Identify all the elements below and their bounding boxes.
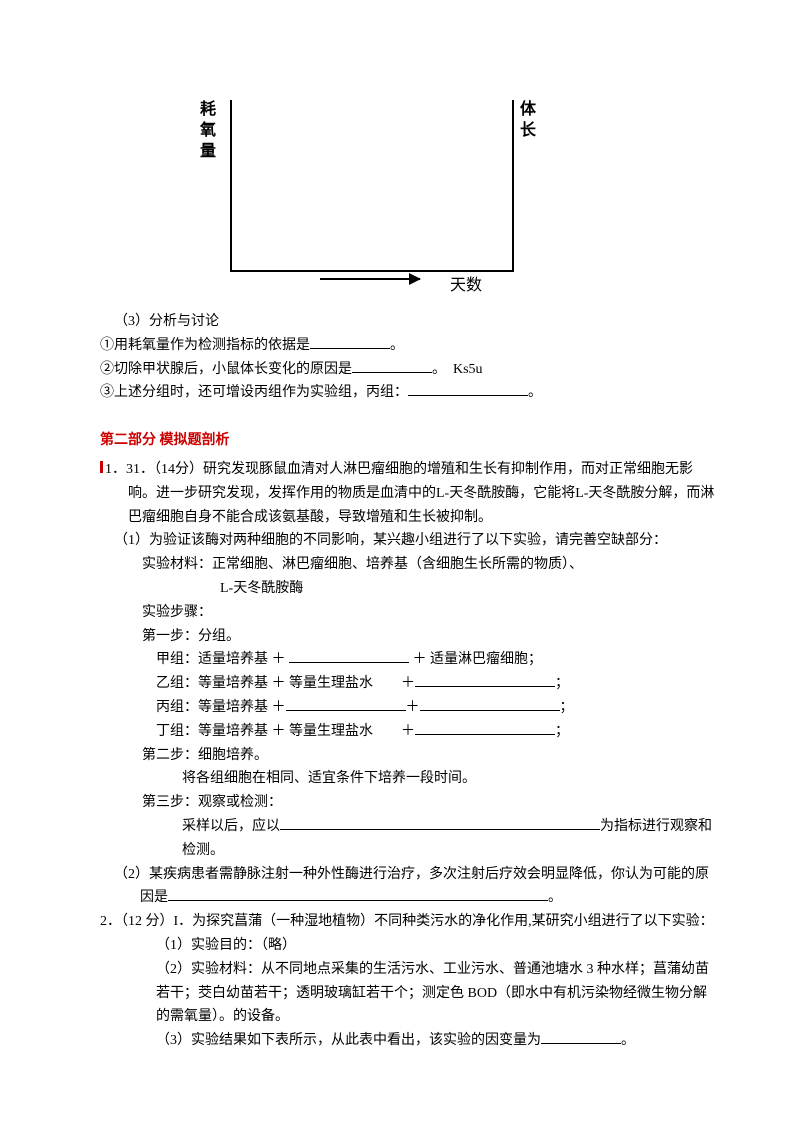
materials-l1: 实验材料：正常细胞、淋巴瘤细胞、培养基（含细胞生长所需的物质）、 <box>100 553 720 577</box>
p3-post: 。 <box>621 1033 635 1048</box>
q3-item3-post: 。 <box>528 385 542 400</box>
materials-l2: L-天冬酰胺酶 <box>100 577 720 601</box>
q3-item3: ③上述分组时，还可增设丙组作为实验组，丙组： 。 <box>100 381 720 405</box>
blank <box>280 815 600 830</box>
blank <box>310 334 390 349</box>
blank <box>408 381 528 396</box>
q3-item1-post: 。 <box>390 338 404 353</box>
blank <box>168 886 548 901</box>
s2-q2: 2．（12 分）I．为探究菖蒲（一种湿地植物）不同种类污水的净化作用,某研究小组… <box>100 910 720 934</box>
y-axis-right-label: 体长 <box>520 100 538 142</box>
group-c: 丙组：等量培养基 ＋ ＋ ； <box>100 696 720 720</box>
blank <box>289 648 409 663</box>
s2-q1-p1: （1）为验证该酶对两种细胞的不同影响，某兴趣小组进行了以下实验，请完善空缺部分： <box>100 529 720 553</box>
step2-body: 将各组细胞在相同、适宜条件下培养一段时间。 <box>100 767 720 791</box>
s2-q1-p2: （2）某疾病患者需静脉注射一种外性酶进行治疗，多次注射后疗效会明显降低，你认为可… <box>100 863 720 911</box>
group-d: 丁组：等量培养基 ＋ 等量生理盐水 ＋ ； <box>100 720 720 744</box>
q3-item1-pre: ①用耗氧量作为检测指标的依据是 <box>100 338 310 353</box>
x-axis-label: 天数 <box>450 272 482 299</box>
chart-empty-axes: 耗氧量 体长 天数 <box>200 100 580 300</box>
blank <box>420 696 560 711</box>
gb-pre: 乙组：等量培养基 ＋ 等量生理盐水 ＋ <box>156 676 415 691</box>
s2-q2-p2: （2）实验材料：从不同地点采集的生活污水、工业污水、普通池塘水 3 种水样；菖蒲… <box>100 958 720 1029</box>
section2-header: 第二部分 模拟题剖析 <box>100 429 720 453</box>
blank <box>541 1029 621 1044</box>
blank <box>415 720 555 735</box>
ga-pre: 甲组：适量培养基 ＋ <box>156 652 286 667</box>
s2-q1-text: 1．31．（14分）研究发现豚鼠血清对人淋巴瘤细胞的增殖和生长有抑制作用，而对正… <box>105 462 714 525</box>
blank <box>286 696 406 711</box>
gc-pre: 丙组：等量培养基 ＋ <box>156 700 286 715</box>
q3-item2-pre: ②切除甲状腺后，小鼠体长变化的原因是 <box>100 362 352 377</box>
q3-item1: ①用耗氧量作为检测指标的依据是 。 <box>100 334 720 358</box>
gd-post: ； <box>555 724 569 739</box>
s2-q2-p3: （3）实验结果如下表所示，从此表中看出，该实验的因变量为 。 <box>100 1029 720 1053</box>
ga-post: ＋ 适量淋巴瘤细胞； <box>413 652 543 667</box>
step1-label: 第一步：分组。 <box>100 625 720 649</box>
group-a: 甲组：适量培养基 ＋ ＋ 适量淋巴瘤细胞； <box>100 648 720 672</box>
gc-post: ； <box>560 700 574 715</box>
s2-q2-p1: （1）实验目的：（略） <box>100 934 720 958</box>
step2-label: 第二步：细胞培养。 <box>100 744 720 768</box>
s2-q1: 1．31．（14分）研究发现豚鼠血清对人淋巴瘤细胞的增殖和生长有抑制作用，而对正… <box>100 458 720 529</box>
gb-post: ； <box>555 676 569 691</box>
y-axis-left-label: 耗氧量 <box>200 100 220 162</box>
blank <box>415 672 555 687</box>
q3-item2: ②切除甲状腺后，小鼠体长变化的原因是 。 Ks5u <box>100 358 720 382</box>
q3-item3-pre: ③上述分组时，还可增设丙组作为实验组，丙组： <box>100 385 408 400</box>
step3-body: 采样以后，应以为指标进行观察和检测。 <box>100 815 720 863</box>
step3-label: 第三步：观察或检测： <box>100 791 720 815</box>
steps-label: 实验步骤： <box>100 601 720 625</box>
group-b: 乙组：等量培养基 ＋ 等量生理盐水 ＋ ； <box>100 672 720 696</box>
gd-pre: 丁组：等量培养基 ＋ 等量生理盐水 ＋ <box>156 724 415 739</box>
marker-icon <box>100 461 103 473</box>
s3-pre: 采样以后，应以 <box>182 819 280 834</box>
q3-title: （3）分析与讨论 <box>100 310 720 334</box>
p2-post: 。 <box>548 890 562 905</box>
chart-frame <box>230 100 514 272</box>
blank <box>352 358 432 373</box>
x-axis-arrow <box>320 278 420 280</box>
p3-pre: （3）实验结果如下表所示，从此表中看出，该实验的因变量为 <box>156 1033 541 1048</box>
gc-mid: ＋ <box>406 700 420 715</box>
q3-item2-post: 。 Ks5u <box>432 362 483 377</box>
